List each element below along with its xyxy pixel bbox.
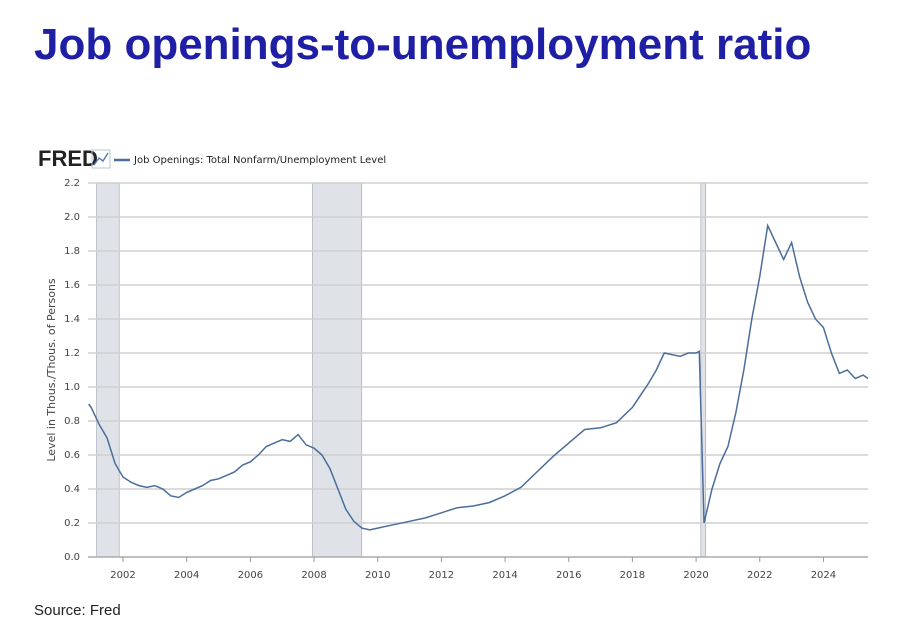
x-tick-label: 2008 [301,570,326,581]
x-tick-label: 2004 [174,570,199,581]
y-tick-label: 0.0 [64,552,80,563]
y-tick-label: 1.6 [64,280,80,291]
y-tick-label: 0.2 [64,518,80,529]
chart: FRED Job Openings: Total Nonfarm/Unemplo… [38,146,869,581]
y-tick-label: 1.2 [64,348,80,359]
x-tick-label: 2014 [492,570,517,581]
y-tick-label: 0.6 [64,450,80,461]
y-tick-label: 2.2 [64,178,80,189]
logo-icon-line [93,152,109,166]
x-tick-label: 2012 [429,570,454,581]
source: Source: Fred [34,602,121,619]
y-tick-label: 0.4 [64,484,80,495]
y-tick-label: 0.8 [64,416,80,427]
legend: Job Openings: Total Nonfarm/Unemployment… [114,155,386,166]
legend-label: Job Openings: Total Nonfarm/Unemployment… [133,155,386,166]
page-title: Job openings-to-unemployment ratio [34,20,812,69]
logo: FRED [38,146,98,171]
x-tick-label: 2020 [683,570,708,581]
logo-icon [91,149,111,169]
y-tick-label: 1.8 [64,246,80,257]
x-tick-label: 2002 [110,570,135,581]
y-tick-label: 2.0 [64,212,80,223]
data-line [88,222,869,531]
x-tick-label: 2022 [747,570,772,581]
y-tick-label: 1.0 [64,382,80,393]
recession-band [312,182,363,558]
x-tick-label: 2016 [556,570,581,581]
recession-band [96,182,120,558]
y-axis-label: Level in Thous./Thous. of Persons [45,278,58,462]
x-tick-label: 2010 [365,570,390,581]
y-tick-label: 1.4 [64,314,80,325]
x-tick-label: 2018 [620,570,645,581]
x-tick-label: 2024 [811,570,836,581]
x-tick-label: 2006 [238,570,263,581]
